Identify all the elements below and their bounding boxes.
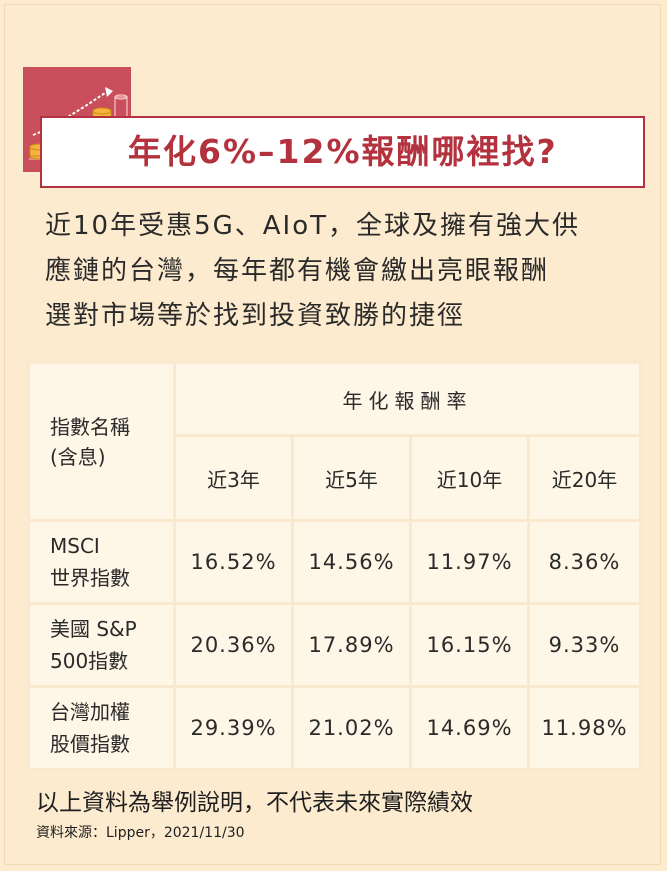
return-value: 16.15% bbox=[409, 602, 530, 688]
index-name-line: 股價指數 bbox=[50, 732, 130, 756]
intro-line: 近10年受惠5G、AIoT，全球及擁有強大供 bbox=[45, 211, 581, 241]
return-value: 29.39% bbox=[173, 685, 294, 771]
page-frame bbox=[4, 4, 661, 865]
index-name-header: 指數名稱 (含息) bbox=[27, 361, 176, 522]
return-value: 20.36% bbox=[173, 602, 294, 688]
return-value: 17.89% bbox=[291, 602, 412, 688]
index-name-header-label: 指數名稱 bbox=[50, 414, 130, 439]
intro-line: 應鏈的台灣，每年都有機會繳出亮眼報酬 bbox=[45, 256, 550, 286]
title-box bbox=[40, 116, 645, 188]
period-header: 近5年 bbox=[291, 434, 412, 522]
index-name-line: 世界指數 bbox=[50, 566, 130, 590]
period-header: 近20年 bbox=[527, 434, 642, 522]
period-header: 近10年 bbox=[409, 434, 530, 522]
return-value: 8.36% bbox=[527, 519, 642, 605]
return-value: 14.69% bbox=[409, 685, 530, 771]
return-value: 11.97% bbox=[409, 519, 530, 605]
table-row: MSCI 世界指數 16.52% 14.56% 11.97% 8.36% bbox=[27, 519, 642, 605]
index-name-line: MSCI bbox=[50, 534, 100, 558]
index-name-line: 500指數 bbox=[50, 649, 129, 673]
intro-paragraph: 近10年受惠5G、AIoT，全球及擁有強大供 應鏈的台灣，每年都有機會繳出亮眼報… bbox=[45, 204, 645, 339]
return-value: 9.33% bbox=[527, 602, 642, 688]
page-title: 年化6%–12%報酬哪裡找? bbox=[128, 132, 558, 171]
index-name: 美國 S&P 500指數 bbox=[27, 602, 176, 688]
table-row: 美國 S&P 500指數 20.36% 17.89% 16.15% 9.33% bbox=[27, 602, 642, 688]
annual-return-header: 年化報酬率 bbox=[173, 361, 642, 437]
index-name-header-note: (含息) bbox=[50, 444, 106, 469]
index-name-line: 台灣加權 bbox=[50, 700, 130, 724]
index-name: 台灣加權 股價指數 bbox=[27, 685, 176, 771]
index-name-line: 美國 S&P bbox=[50, 617, 137, 641]
disclaimer-footnote: 以上資料為舉例說明，不代表未來實際績效 bbox=[36, 790, 473, 816]
returns-table: 指數名稱 (含息) 年化報酬率 近3年 近5年 近10年 近20年 MSCI 世… bbox=[27, 361, 642, 771]
intro-line: 選對市場等於找到投資致勝的捷徑 bbox=[45, 301, 466, 331]
return-value: 16.52% bbox=[173, 519, 294, 605]
data-source: 資料來源：Lipper，2021/11/30 bbox=[36, 825, 245, 841]
period-header: 近3年 bbox=[173, 434, 294, 522]
return-value: 11.98% bbox=[527, 685, 642, 771]
return-value: 14.56% bbox=[291, 519, 412, 605]
table-row: 台灣加權 股價指數 29.39% 21.02% 14.69% 11.98% bbox=[27, 685, 642, 771]
index-name: MSCI 世界指數 bbox=[27, 519, 176, 605]
return-value: 21.02% bbox=[291, 685, 412, 771]
